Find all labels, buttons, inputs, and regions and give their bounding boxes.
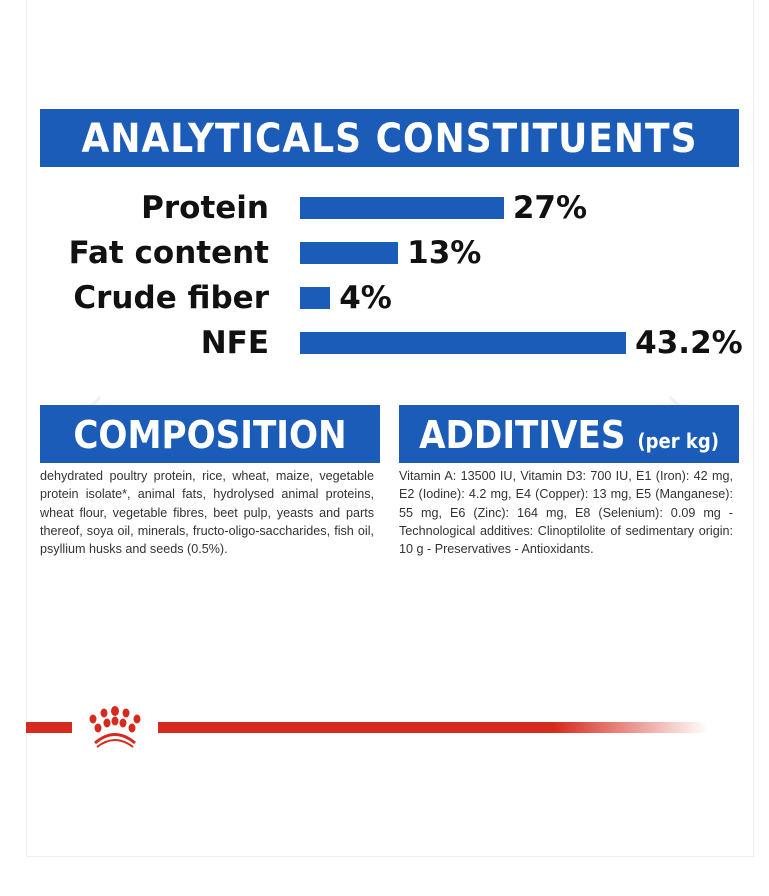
constituent-bar (300, 332, 627, 354)
composition-title: COMPOSITION (40, 405, 380, 463)
constituent-value: 43.2% (635, 325, 743, 361)
constituent-value: 4% (339, 280, 392, 316)
constituent-value: 27% (512, 190, 588, 226)
composition-text: dehydrated poultry protein, rice, wheat,… (40, 469, 374, 557)
constituent-label: NFE (200, 325, 269, 361)
additives-title: ADDITIVES (per kg) (399, 405, 739, 463)
constituent-bar (300, 287, 331, 309)
image-viewer-frame (26, 0, 754, 857)
analyticals-title: ANALYTICALS CONSTITUENTS (40, 109, 739, 167)
constituent-label: Fat content (68, 235, 269, 271)
constituent-label: Protein (141, 190, 269, 226)
royal-canin-crown-logo (89, 706, 141, 748)
constituent-value: 13% (407, 235, 482, 271)
brand-line-left (26, 722, 72, 733)
constituent-bar (300, 242, 399, 264)
additives-title-text: ADDITIVES (419, 413, 626, 457)
additives-text: Vitamin A: 13500 IU, Vitamin D3: 700 IU,… (399, 469, 733, 557)
constituent-bar (300, 197, 504, 219)
brand-line-right (158, 722, 708, 733)
constituent-label: Crude fiber (73, 280, 269, 316)
additives-subtitle: (per kg) (637, 429, 719, 453)
